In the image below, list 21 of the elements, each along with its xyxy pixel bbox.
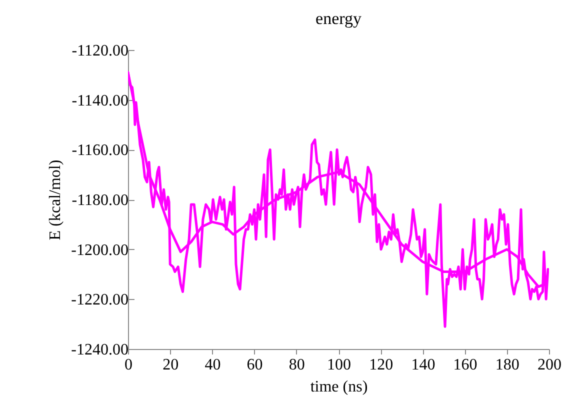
x-tick-label: 60: [246, 356, 263, 374]
x-axis-title: time (ns): [310, 378, 368, 396]
x-tick-label: 120: [369, 356, 394, 374]
y-tick-label: -1240.00: [71, 342, 128, 358]
x-tick-label: 40: [204, 356, 221, 374]
y-tick-label: -1120.00: [72, 42, 128, 60]
chart-title: energy: [316, 9, 362, 28]
x-tick-label: 0: [124, 356, 132, 374]
x-tick-label: 20: [162, 356, 179, 374]
x-tick-label: 80: [288, 356, 305, 374]
x-tick-label: 200: [538, 356, 562, 374]
y-tick-label: -1200.00: [71, 242, 128, 259]
x-tick-label: 180: [495, 356, 520, 374]
y-axis-title: E (kcal/mol): [47, 160, 64, 240]
x-tick-label: 160: [453, 356, 478, 374]
y-tick-label: -1160.00: [72, 142, 128, 160]
y-tick-label: -1220.00: [71, 292, 128, 309]
y-tick-label: -1140.00: [72, 92, 128, 110]
x-tick-label: 140: [411, 356, 436, 374]
y-tick-label: -1180.00: [72, 192, 128, 209]
x-tick-label: 100: [327, 356, 351, 374]
